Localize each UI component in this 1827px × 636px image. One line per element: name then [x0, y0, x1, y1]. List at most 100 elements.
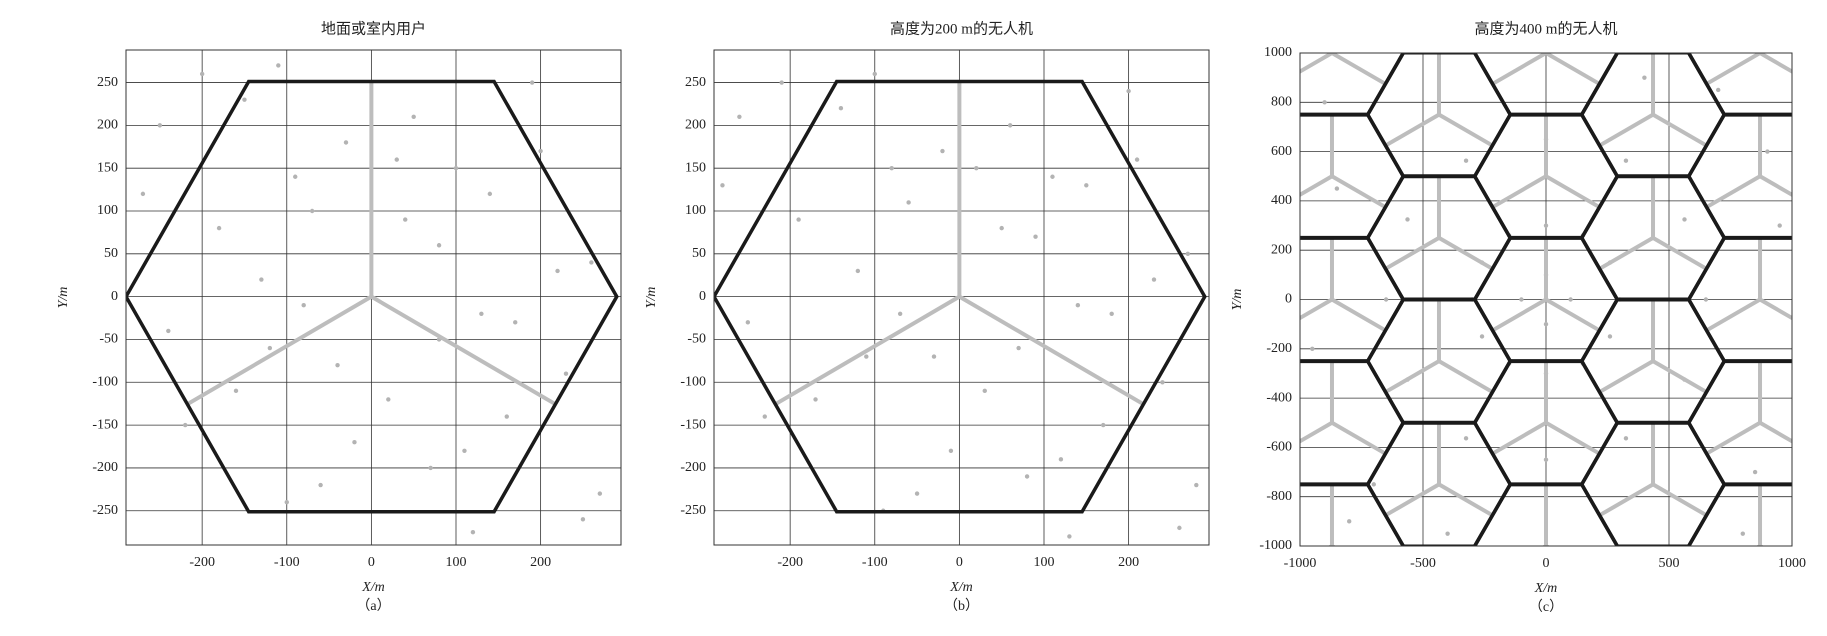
y-tick-label: -100 — [92, 375, 118, 390]
sector-line — [1384, 236, 1440, 271]
point — [1024, 474, 1030, 479]
point — [999, 225, 1004, 231]
x-tick-label: 0 — [956, 555, 963, 570]
x-axis-label: X/m — [949, 580, 973, 595]
point — [762, 414, 767, 419]
point — [1334, 186, 1340, 191]
point — [1682, 217, 1687, 222]
point — [1151, 277, 1157, 282]
point — [1623, 436, 1629, 441]
point — [737, 114, 742, 119]
cell-hexagon — [126, 79, 619, 514]
y-tick-label: 100 — [97, 203, 118, 218]
point — [233, 388, 239, 394]
cell-hexagon — [1686, 112, 1792, 240]
point — [720, 183, 725, 188]
point — [1194, 482, 1199, 488]
sector-line — [1705, 53, 1762, 86]
point — [838, 106, 844, 111]
x-tick-label: -200 — [777, 555, 803, 570]
cell-hexagon — [1300, 482, 1406, 546]
y-tick-label: 400 — [1271, 193, 1292, 208]
point — [1543, 321, 1549, 327]
point — [335, 362, 340, 368]
y-axis-label: Y/m — [644, 287, 659, 309]
point — [470, 529, 476, 535]
point — [914, 491, 920, 496]
y-tick-label: -150 — [92, 417, 118, 432]
point — [1568, 297, 1573, 302]
y-axis-label: Y/m — [1230, 289, 1245, 311]
cell-hexagon — [1686, 235, 1792, 364]
sector-line — [1759, 174, 1792, 198]
point — [1703, 297, 1709, 302]
y-tick-label: 0 — [111, 289, 118, 304]
point — [1322, 100, 1327, 105]
sector-line — [1544, 174, 1601, 209]
sector-line — [1384, 482, 1440, 518]
plot-frame — [125, 49, 622, 546]
point — [1543, 457, 1549, 462]
sector-line — [1598, 359, 1655, 394]
point — [1075, 303, 1081, 308]
point — [301, 303, 306, 308]
y-tick-label: 0 — [1285, 292, 1292, 307]
point — [1479, 334, 1485, 339]
point — [318, 482, 323, 488]
point — [745, 320, 751, 325]
point — [580, 517, 586, 522]
point — [513, 320, 518, 325]
sector-line — [1546, 544, 1550, 546]
y-tick-label: 250 — [97, 75, 118, 90]
chart-title: 高度为200 m的无人机 — [890, 20, 1033, 37]
sector-line — [1759, 421, 1792, 444]
point — [982, 388, 987, 394]
x-tick-label: 200 — [530, 555, 551, 570]
caption: （b） — [944, 598, 979, 614]
point — [796, 217, 801, 222]
x-tick-label: 0 — [368, 555, 375, 570]
point — [259, 277, 264, 282]
y-tick-label: 600 — [1271, 144, 1292, 159]
point — [529, 80, 535, 85]
x-tick-label: -200 — [189, 555, 215, 570]
sector-line — [1384, 359, 1440, 394]
y-tick-label: -400 — [1266, 390, 1292, 405]
point — [1752, 469, 1758, 475]
point — [1347, 519, 1352, 524]
point — [1177, 525, 1182, 531]
sector-line — [1705, 297, 1762, 333]
sector-line — [1300, 53, 1333, 74]
sector-line — [1544, 421, 1601, 456]
sector-line — [1491, 53, 1548, 86]
point — [940, 148, 945, 154]
sector-line — [1300, 297, 1333, 321]
point — [1007, 123, 1013, 128]
point — [1109, 311, 1114, 316]
y-tick-label: 200 — [1271, 242, 1292, 257]
point — [864, 354, 869, 359]
point — [216, 225, 222, 231]
x-axis-label: X/m — [361, 580, 385, 595]
sector-line — [1705, 421, 1762, 456]
y-tick-label: -200 — [680, 460, 706, 475]
point — [1371, 482, 1377, 487]
x-tick-label: 500 — [1659, 556, 1680, 571]
point — [1050, 174, 1055, 179]
caption: （a） — [356, 598, 390, 614]
sector-line — [1330, 421, 1387, 456]
point — [293, 174, 298, 179]
sector-line — [1652, 112, 1708, 148]
y-tick-label: 0 — [699, 289, 706, 304]
point — [1716, 87, 1721, 93]
subplot: -250 -200 -150 -100 -50 0 50 100 150 200 250 -200 -1… — [644, 20, 1210, 614]
point — [394, 157, 399, 162]
y-tick-label: 50 — [104, 246, 118, 261]
sector-line — [1437, 112, 1494, 148]
sector-line — [1437, 482, 1494, 518]
point — [386, 397, 391, 402]
point — [352, 440, 357, 445]
point — [453, 165, 459, 171]
point — [284, 499, 289, 505]
